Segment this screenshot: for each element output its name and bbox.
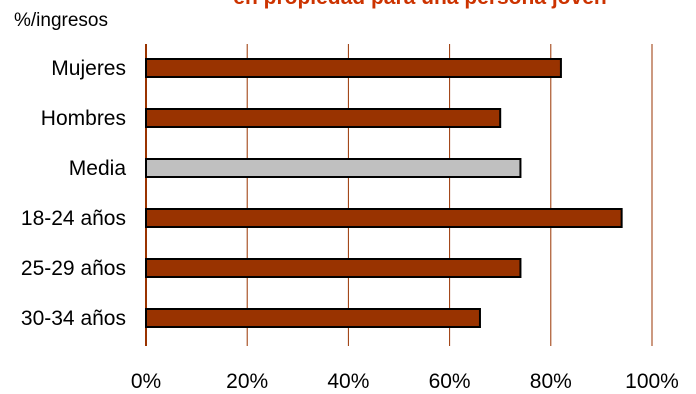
x-tick-label-5: 100% (625, 370, 679, 393)
x-tick-label-3: 60% (429, 370, 471, 393)
units-label: %/ingresos (14, 10, 108, 31)
chart-title: en propiedad para una persona joven (170, 0, 670, 10)
x-tick-label-0: 0% (131, 370, 161, 393)
category-label-5: 30-34 años (21, 307, 126, 330)
category-label-3: 18-24 años (21, 207, 126, 230)
x-tick-label-4: 80% (530, 370, 572, 393)
x-tick-label-2: 40% (327, 370, 369, 393)
bar-4 (145, 258, 522, 278)
bar-1 (145, 108, 502, 128)
bar-0 (145, 58, 562, 78)
category-label-0: Mujeres (51, 57, 126, 80)
bar-5 (145, 308, 481, 328)
x-tick-label-1: 20% (226, 370, 268, 393)
bar-2 (145, 158, 522, 178)
category-label-2: Media (69, 157, 127, 180)
category-label-1: Hombres (41, 107, 126, 130)
bar-3 (145, 208, 623, 228)
category-label-4: 25-29 años (21, 257, 126, 280)
